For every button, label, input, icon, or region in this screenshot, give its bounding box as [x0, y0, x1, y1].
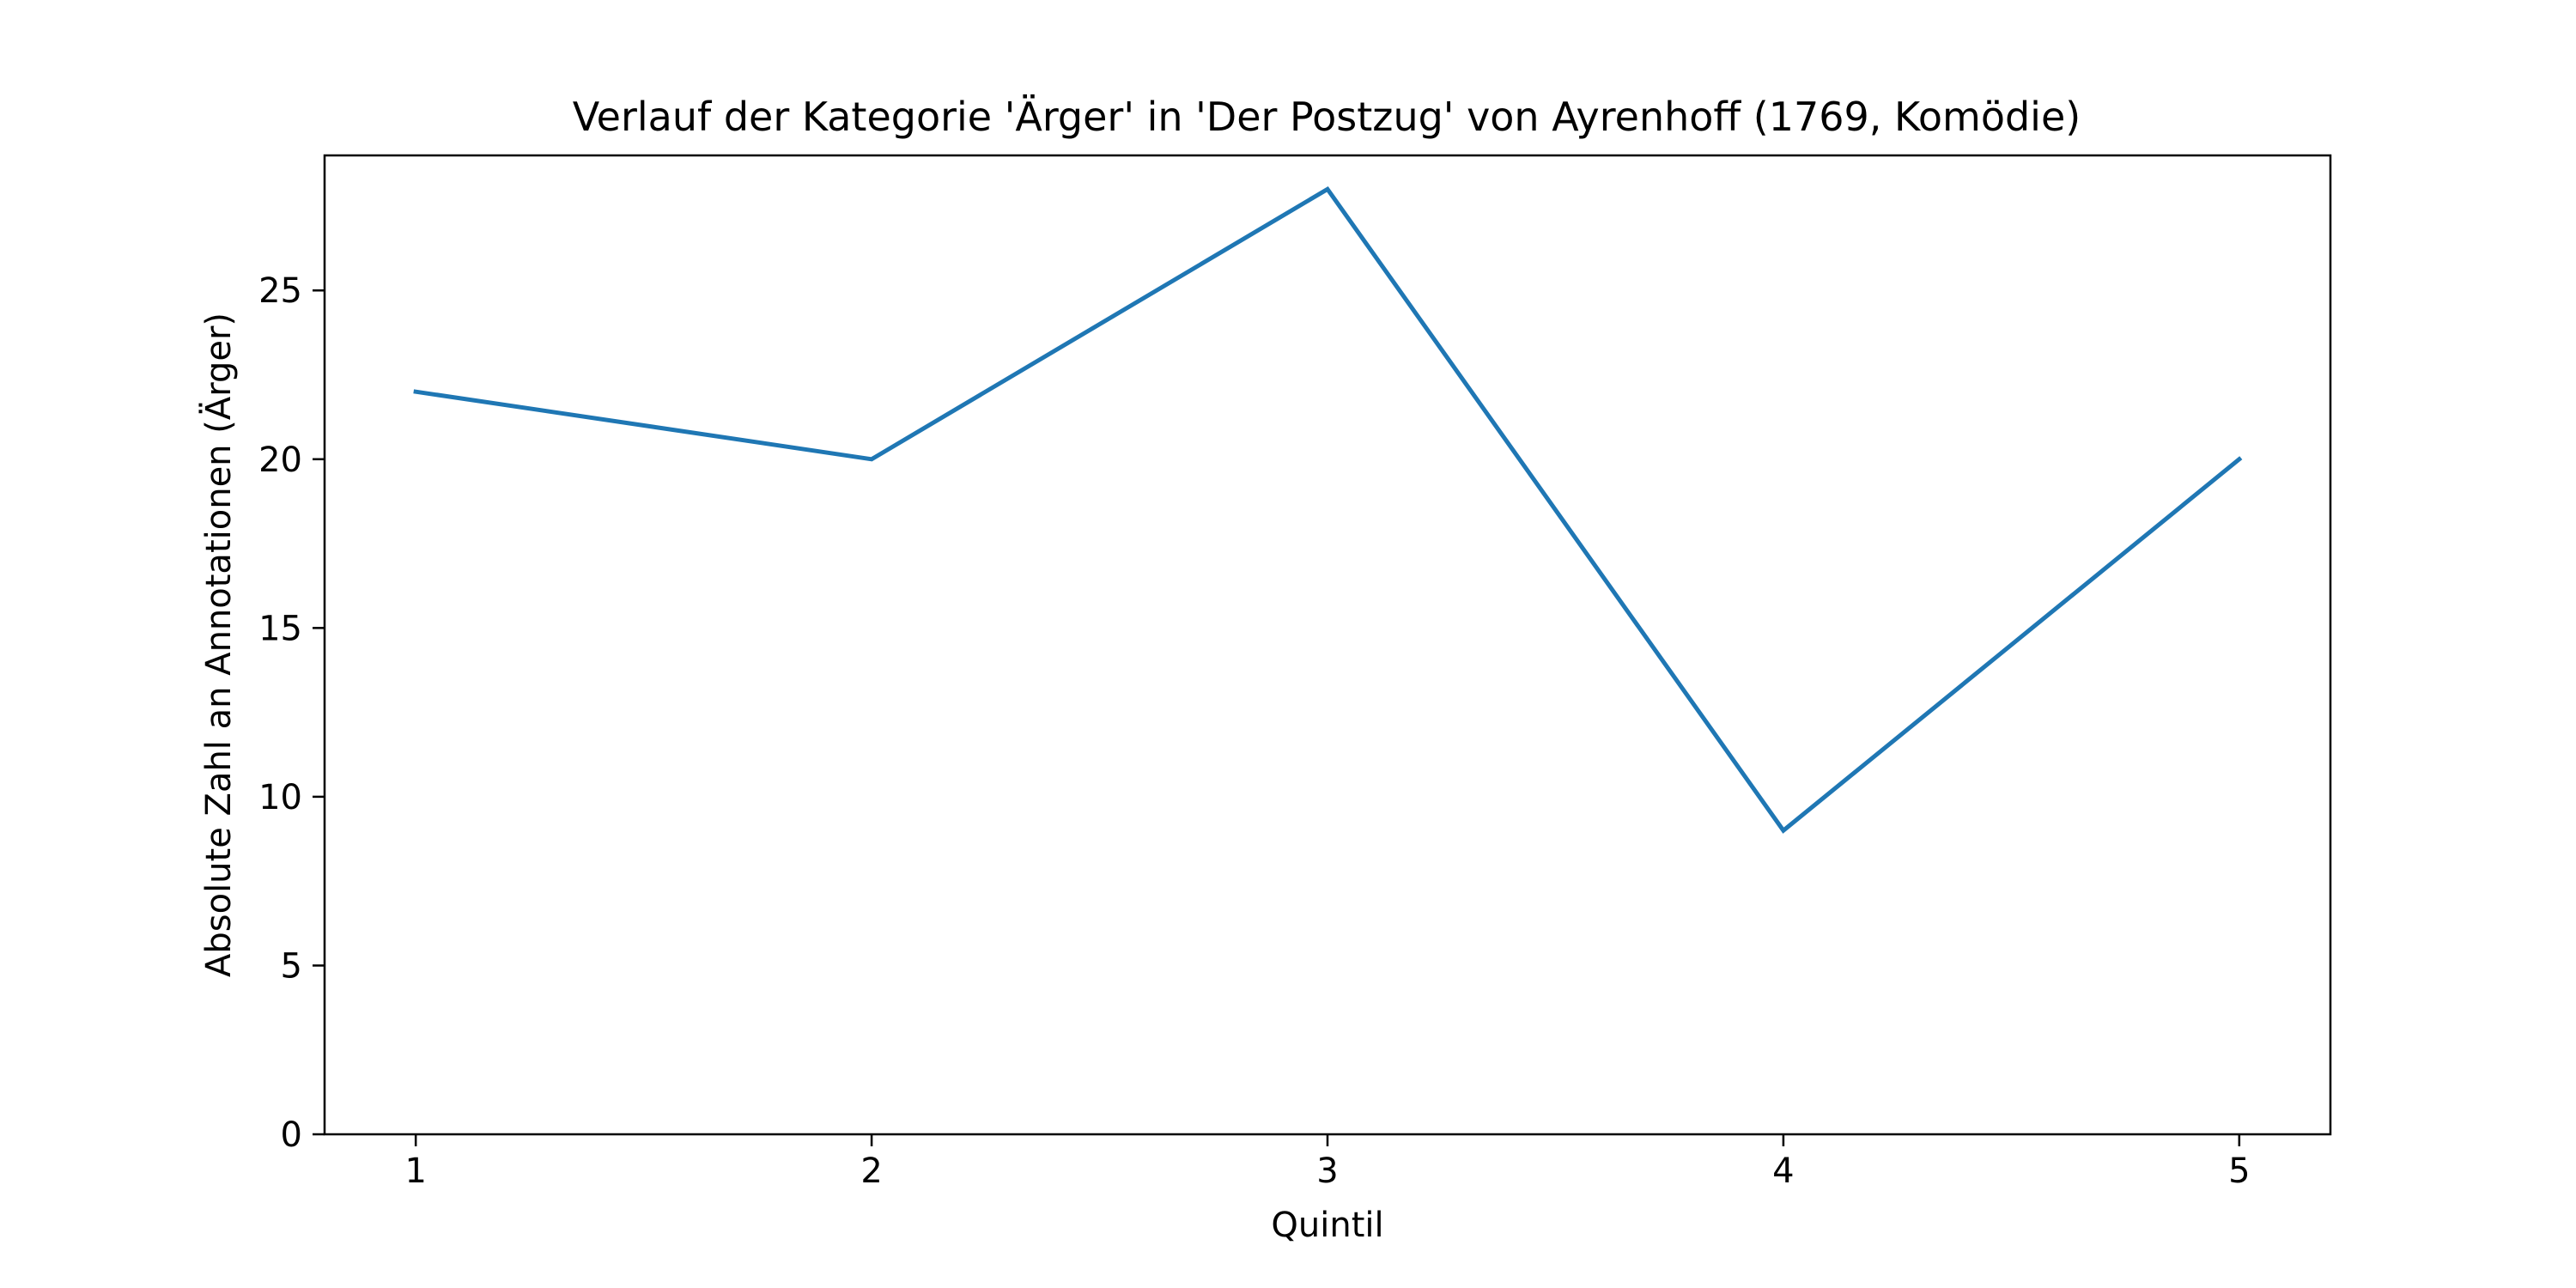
series-layer: [413, 185, 2243, 834]
x-axis-label: Quintil: [1271, 1206, 1383, 1245]
x-tick-label: 1: [404, 1151, 426, 1191]
y-tick-label: 0: [281, 1115, 302, 1155]
y-axis-label: Absolute Zahl an Annotationen (Ärger): [197, 313, 239, 977]
y-tick-label: 10: [258, 778, 302, 817]
y-tick-label: 5: [281, 946, 302, 986]
y-axis: 0 5 10 15 20 25: [258, 271, 325, 1155]
x-tick-label: 4: [1772, 1151, 1794, 1191]
x-tick-label: 3: [1316, 1151, 1338, 1191]
x-axis: 1 2 3 4 5: [404, 1134, 2251, 1191]
chart-title: Verlauf der Kategorie 'Ärger' in 'Der Po…: [573, 94, 2081, 140]
y-tick-label: 20: [258, 440, 302, 480]
y-tick-label: 25: [258, 271, 302, 311]
y-tick-label: 15: [258, 609, 302, 648]
series-line-0: [413, 185, 2243, 834]
x-tick-label: 2: [860, 1151, 882, 1191]
x-tick-label: 5: [2228, 1151, 2250, 1191]
